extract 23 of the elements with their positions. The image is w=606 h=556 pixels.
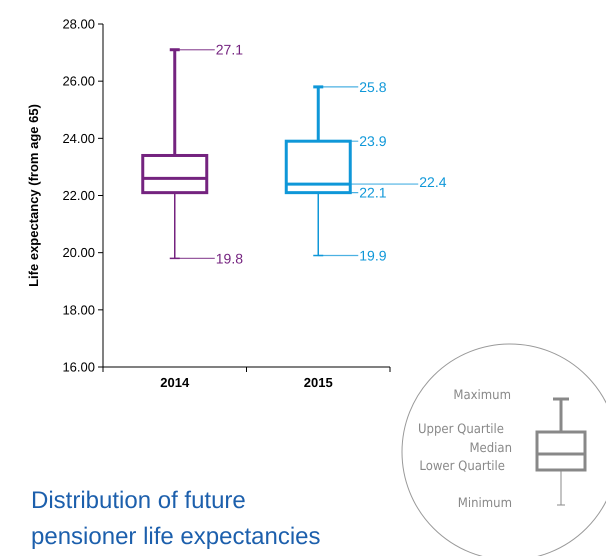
annotation: 19.9 (359, 248, 387, 264)
text: Median (469, 441, 512, 456)
y-axis-title: Life expectancy (from age 65) (26, 104, 41, 287)
y-tick-label: 22.00 (62, 188, 95, 203)
y-tick-label: 24.00 (62, 130, 95, 146)
y-tick-label: 18.00 (62, 302, 95, 318)
text: Maximum (453, 388, 511, 403)
annotation: 19.8 (216, 250, 244, 266)
text: Minimum (458, 496, 512, 511)
y-tick-label: 20.00 (62, 245, 95, 260)
x-tick-label: 2015 (304, 375, 333, 390)
annotation: 22.4 (419, 174, 447, 190)
y-tick-label: 26.00 (62, 74, 95, 89)
annotation: 27.1 (216, 42, 244, 58)
annotation: 23.9 (359, 133, 387, 150)
text: Lower Quartile (419, 459, 505, 474)
x-tick-label: 2014 (160, 375, 190, 390)
y-tick-label: 16.00 (62, 360, 95, 374)
text: Upper Quartile (418, 422, 504, 437)
y-tick-label: 28.00 (62, 16, 95, 32)
annotation: 25.8 (359, 78, 387, 95)
text: Distribution of future pensioner life expectancies (31, 487, 321, 550)
annotation: 22.1 (359, 184, 387, 201)
